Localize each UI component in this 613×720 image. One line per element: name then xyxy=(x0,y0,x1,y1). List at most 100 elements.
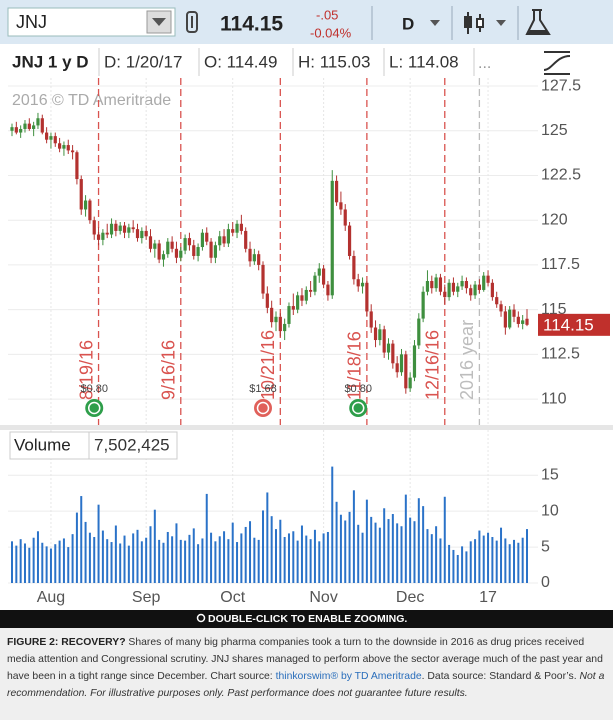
candle-body xyxy=(317,268,321,276)
source-link[interactable]: thinkorswim® by TD Ameritrade xyxy=(275,671,422,682)
volume-bar xyxy=(188,534,191,583)
volume-bar xyxy=(500,527,503,583)
candle-body xyxy=(447,282,451,298)
left-margin xyxy=(0,78,8,583)
volume-bar xyxy=(313,529,316,583)
volume-bar xyxy=(491,537,494,583)
candle-body xyxy=(257,254,261,265)
period[interactable]: D xyxy=(402,14,414,33)
candle-body xyxy=(352,255,356,280)
candle-body xyxy=(32,125,36,129)
candle-body xyxy=(408,377,412,389)
zoom-bar[interactable] xyxy=(0,610,613,628)
dividend-icon xyxy=(349,399,368,417)
candle-body xyxy=(231,229,235,233)
candle-body xyxy=(503,311,507,328)
candle-body xyxy=(179,250,183,258)
zoom-icon xyxy=(196,613,206,623)
dropdown-arrow xyxy=(152,18,166,26)
candle-body xyxy=(27,123,31,129)
candle-body xyxy=(105,232,109,235)
candle-body xyxy=(88,200,92,221)
volume-bar xyxy=(270,516,273,583)
candle-body xyxy=(495,297,499,305)
candle-body xyxy=(412,345,417,378)
x-tick-label: 17 xyxy=(479,589,497,606)
legend-bar xyxy=(0,44,613,78)
volume-bar xyxy=(23,543,26,583)
candle-body xyxy=(334,180,339,203)
dividend-icon xyxy=(254,399,273,417)
volume-bar xyxy=(513,539,516,583)
candle-body xyxy=(274,316,278,323)
chart-type-icon[interactable] xyxy=(464,12,484,34)
candle-body xyxy=(10,127,14,131)
volume-bar xyxy=(15,545,18,583)
candle-body xyxy=(378,329,382,341)
volume-bar xyxy=(305,535,308,583)
volume-bar xyxy=(404,494,407,583)
volume-bar xyxy=(75,512,78,583)
volume-value-box xyxy=(88,431,178,460)
candle-body xyxy=(244,230,248,249)
legend-open: O: 114.49 xyxy=(204,52,277,71)
candle-body xyxy=(118,225,122,231)
style-icon[interactable] xyxy=(543,51,571,75)
candle-body xyxy=(209,241,213,258)
candle-body xyxy=(430,281,434,289)
volume-bar xyxy=(300,525,303,583)
candle-body xyxy=(270,307,274,323)
volume-bar xyxy=(378,527,381,583)
volume-bar xyxy=(526,529,528,583)
volume-bar xyxy=(84,521,87,583)
candle-body xyxy=(187,238,192,246)
volume-bar xyxy=(348,511,351,583)
link-icon[interactable] xyxy=(186,11,198,33)
volume-bar xyxy=(97,504,100,583)
volume-title: Volume xyxy=(14,435,71,454)
figure-label: FIGURE 2: RECOVERY? xyxy=(7,637,126,648)
volume-bar xyxy=(123,535,126,583)
volume-bar xyxy=(448,544,451,583)
volume-bar xyxy=(517,542,520,583)
candle-body xyxy=(122,225,127,233)
caption-text: Shares of many big pharma companies took… xyxy=(7,637,603,682)
candle-body xyxy=(451,282,456,292)
panel-splitter[interactable] xyxy=(0,425,613,430)
symbol: JNJ xyxy=(16,12,47,32)
volume-bar xyxy=(28,547,31,583)
candle-body xyxy=(70,150,75,153)
chart-type-arrow xyxy=(496,20,506,26)
volume-bar xyxy=(210,532,213,583)
candle-body xyxy=(399,354,404,373)
volume-bar xyxy=(439,538,442,583)
candle-body xyxy=(170,241,174,249)
candle-body xyxy=(434,277,438,289)
candle-body xyxy=(460,281,464,287)
period-arrow xyxy=(430,20,440,26)
event-label: 10/21/16 xyxy=(258,330,278,400)
volume-bar xyxy=(296,540,299,583)
candle-body xyxy=(174,248,179,258)
volume-bar xyxy=(266,492,269,583)
candle-body xyxy=(300,295,304,301)
candle-body xyxy=(321,268,326,285)
candle-body xyxy=(166,241,170,255)
candle-body xyxy=(75,152,79,180)
volume-bar xyxy=(88,532,91,583)
candle-body xyxy=(521,320,525,324)
studies-icon[interactable] xyxy=(525,9,551,35)
candle-body xyxy=(205,232,209,242)
candle-body xyxy=(109,223,114,235)
candle-body xyxy=(222,236,226,244)
volume-bar xyxy=(274,529,277,583)
volume-bar xyxy=(71,534,74,583)
candle-body xyxy=(92,220,96,235)
volume-bar xyxy=(114,525,117,583)
volume-bar xyxy=(482,535,485,583)
volume-bar xyxy=(352,490,355,583)
candle-body xyxy=(425,281,430,292)
y-tick-label: 117.5 xyxy=(541,256,580,273)
candle-body xyxy=(226,229,230,244)
